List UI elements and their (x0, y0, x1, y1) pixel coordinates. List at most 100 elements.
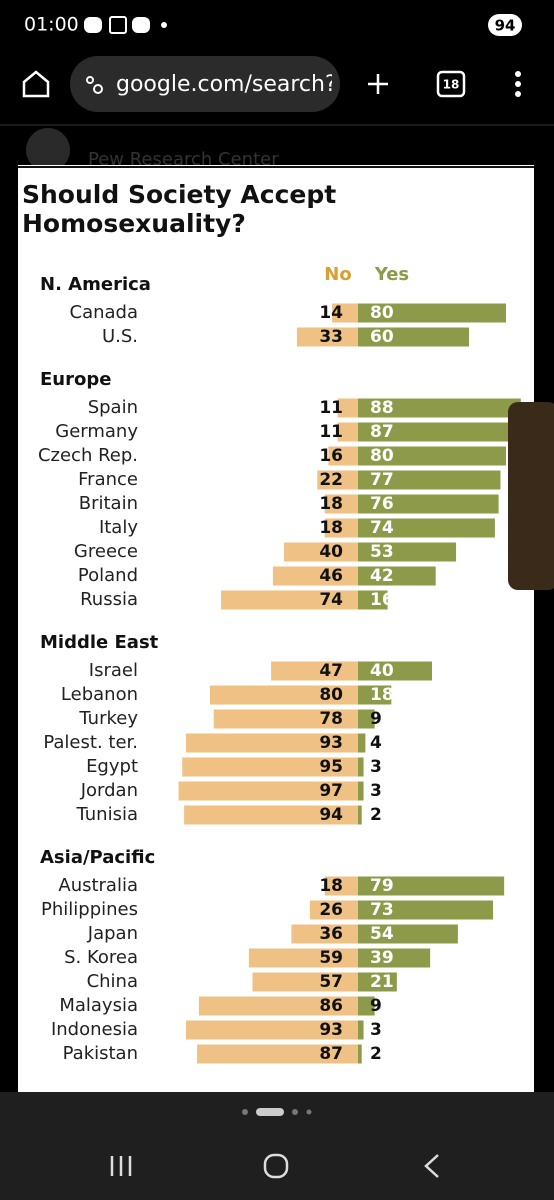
yes-value: 40 (370, 661, 394, 681)
floating-thumbnail[interactable] (508, 402, 554, 590)
yes-value: 42 (370, 566, 394, 586)
no-bar (337, 422, 358, 442)
no-value: 59 (319, 948, 343, 968)
no-value: 46 (319, 566, 343, 586)
site-info[interactable] (86, 76, 94, 84)
no-bar (284, 542, 358, 562)
yes-bar (358, 518, 495, 538)
yes-value: 76 (370, 494, 394, 514)
yes-bar (358, 1044, 362, 1064)
page-dot (306, 1109, 312, 1115)
no-value: 97 (319, 781, 343, 801)
page-dot (242, 1109, 248, 1115)
yes-value: 3 (370, 757, 382, 777)
yes-bar (358, 900, 494, 920)
yes-bar (358, 805, 362, 825)
category-label: Russia (80, 589, 138, 610)
yes-bar (358, 470, 501, 490)
page-dot (256, 1108, 284, 1116)
no-bar (185, 733, 358, 753)
category-label: Turkey (78, 708, 138, 729)
yes-value: 18 (370, 685, 394, 705)
category-label: Canada (70, 302, 139, 323)
battery (488, 14, 522, 36)
yes-value: 88 (370, 398, 394, 418)
yes-value: 53 (370, 542, 394, 562)
no-bar (324, 494, 358, 514)
page-dot (292, 1109, 298, 1115)
yes-value: 54 (370, 924, 394, 944)
no-bar (309, 900, 358, 920)
chart-title: Homosexuality? (22, 209, 246, 238)
no-bar (184, 805, 358, 825)
category-label: Israel (89, 660, 138, 681)
category-label: Pakistan (63, 1043, 138, 1064)
yes-bar (358, 757, 364, 777)
status-icon (84, 17, 102, 33)
tab-count: 18 (443, 78, 460, 92)
no-bar (248, 948, 358, 968)
status-dot (161, 22, 167, 28)
yes-value: 80 (370, 446, 394, 466)
no-value: 87 (319, 1044, 343, 1064)
yes-bar (358, 781, 364, 801)
no-value: 74 (319, 590, 343, 610)
category-label: Tunisia (76, 804, 139, 825)
no-value: 18 (319, 494, 343, 514)
yes-value: 9 (370, 996, 382, 1016)
group-header: Asia/Pacific (40, 847, 155, 868)
no-bar (198, 996, 358, 1016)
yes-value: 79 (370, 876, 394, 896)
yes-value: 2 (370, 805, 382, 825)
no-value: 47 (319, 661, 343, 681)
recents-button[interactable] (110, 1156, 132, 1176)
site-name: Pew Research Center (88, 149, 279, 170)
no-value: 16 (319, 446, 343, 466)
category-label: Lebanon (61, 684, 138, 705)
home-button[interactable] (22, 70, 50, 98)
menu-button[interactable] (515, 71, 521, 97)
home-nav-button[interactable] (263, 1153, 289, 1179)
group-header: Middle East (40, 632, 159, 653)
yes-bar (358, 542, 457, 562)
yes-bar (358, 446, 506, 466)
yes-bar (358, 1020, 364, 1040)
back-button[interactable] (424, 1154, 439, 1178)
category-label: U.S. (102, 326, 138, 347)
yes-bar (358, 422, 519, 442)
yes-bar (358, 566, 436, 586)
yes-value: 77 (370, 470, 394, 490)
yes-bar (358, 972, 397, 992)
no-value: 18 (319, 518, 343, 538)
site-info (93, 84, 103, 94)
tabs-button[interactable] (436, 70, 466, 98)
no-bar (252, 972, 358, 992)
status-icon (132, 17, 150, 33)
yes-value: 16 (370, 590, 394, 610)
url-bar[interactable] (70, 56, 340, 112)
yes-bar (358, 398, 521, 418)
yes-value: 2 (370, 1044, 382, 1064)
no-bar (213, 709, 358, 729)
category-label: China (87, 971, 138, 992)
category-label: Egypt (86, 756, 138, 777)
yes-bar (358, 876, 505, 896)
no-value: 93 (319, 733, 343, 753)
yes-bar (358, 948, 431, 968)
yes-bar (358, 685, 392, 705)
new-tab[interactable] (368, 74, 388, 94)
no-value: 80 (319, 685, 343, 705)
battery-level: 94 (495, 17, 516, 35)
yes-bar (358, 590, 388, 610)
legend-label: No (324, 264, 351, 285)
no-value: 26 (319, 900, 343, 920)
no-value: 36 (319, 924, 343, 944)
yes-value: 39 (370, 948, 394, 968)
yes-bar (358, 661, 432, 681)
chart-title: Should Society Accept (22, 180, 336, 209)
yes-value: 60 (370, 327, 394, 347)
group-header: Europe (40, 369, 111, 390)
no-bar (272, 566, 358, 586)
category-label: Britain (79, 493, 138, 514)
